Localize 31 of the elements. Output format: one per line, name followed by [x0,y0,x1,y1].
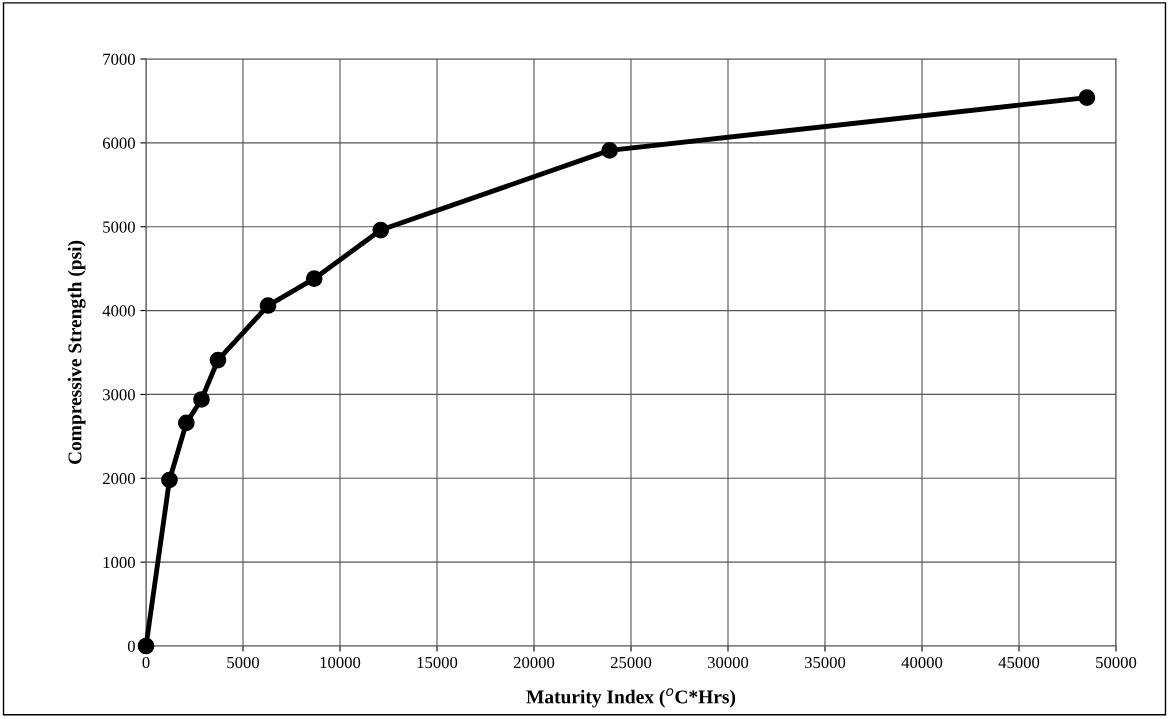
x-tick-label: 35000 [804,656,846,669]
point [1078,89,1096,106]
x-tick-label: 15000 [417,656,458,669]
x-tick-label: 50000 [1096,656,1137,669]
x-tick-label: 20000 [513,656,555,669]
y-tick-label: 0 [127,640,135,652]
point [193,391,210,408]
x-tick-label: 30000 [707,656,749,669]
y-tick-label: 7000 [103,53,135,65]
x-tick-label: 40000 [901,656,943,669]
x-tick-label: 45000 [998,656,1040,669]
point [161,471,178,489]
y-axis-title: Compressive Strength (psi) [67,240,86,465]
x-tick-label: 10000 [320,656,361,669]
x-axis-title: Maturity Index ($^{o}$C*Hrs) [526,688,736,708]
y-tick-label: 1000 [103,556,135,569]
y-tick-label: 6000 [102,137,135,149]
point [178,414,195,432]
y-tick-label: 3000 [103,389,135,401]
y-tick-label: 5000 [103,221,135,233]
point [372,221,390,239]
x-tick-label: 5000 [227,656,260,669]
point [137,637,155,655]
point [209,351,227,369]
x-tick-label: 0 [142,656,150,669]
point [601,142,618,159]
point [259,297,277,314]
y-tick-label: 2000 [102,472,135,485]
point [305,270,323,288]
x-tick-label: 25000 [610,656,652,669]
y-tick-label: 4000 [102,305,135,317]
